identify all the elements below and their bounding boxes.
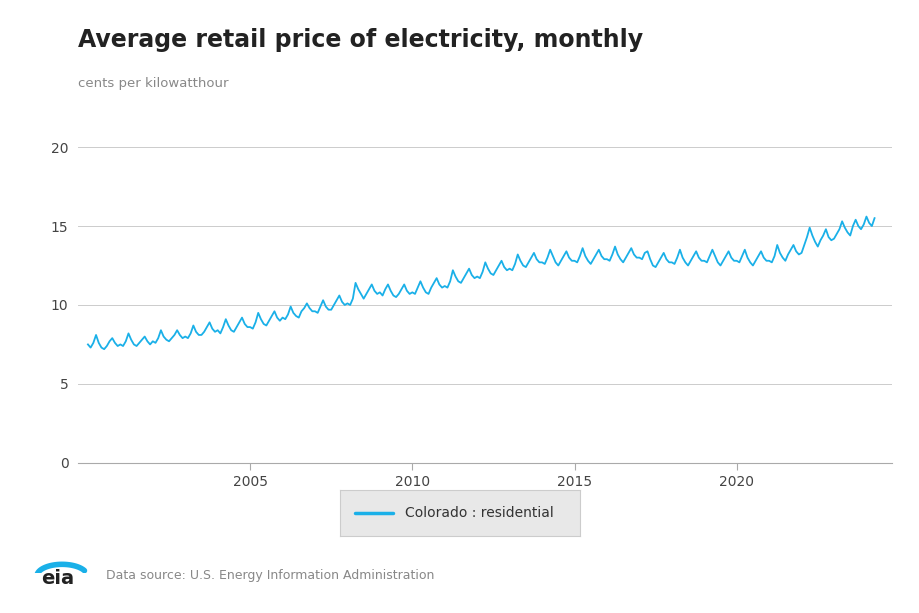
Text: Average retail price of electricity, monthly: Average retail price of electricity, mon… [78, 28, 642, 51]
Text: Colorado : residential: Colorado : residential [404, 506, 553, 520]
Text: eia: eia [41, 569, 74, 588]
Text: cents per kilowatthour: cents per kilowatthour [78, 77, 229, 89]
Text: Data source: U.S. Energy Information Administration: Data source: U.S. Energy Information Adm… [106, 569, 434, 582]
